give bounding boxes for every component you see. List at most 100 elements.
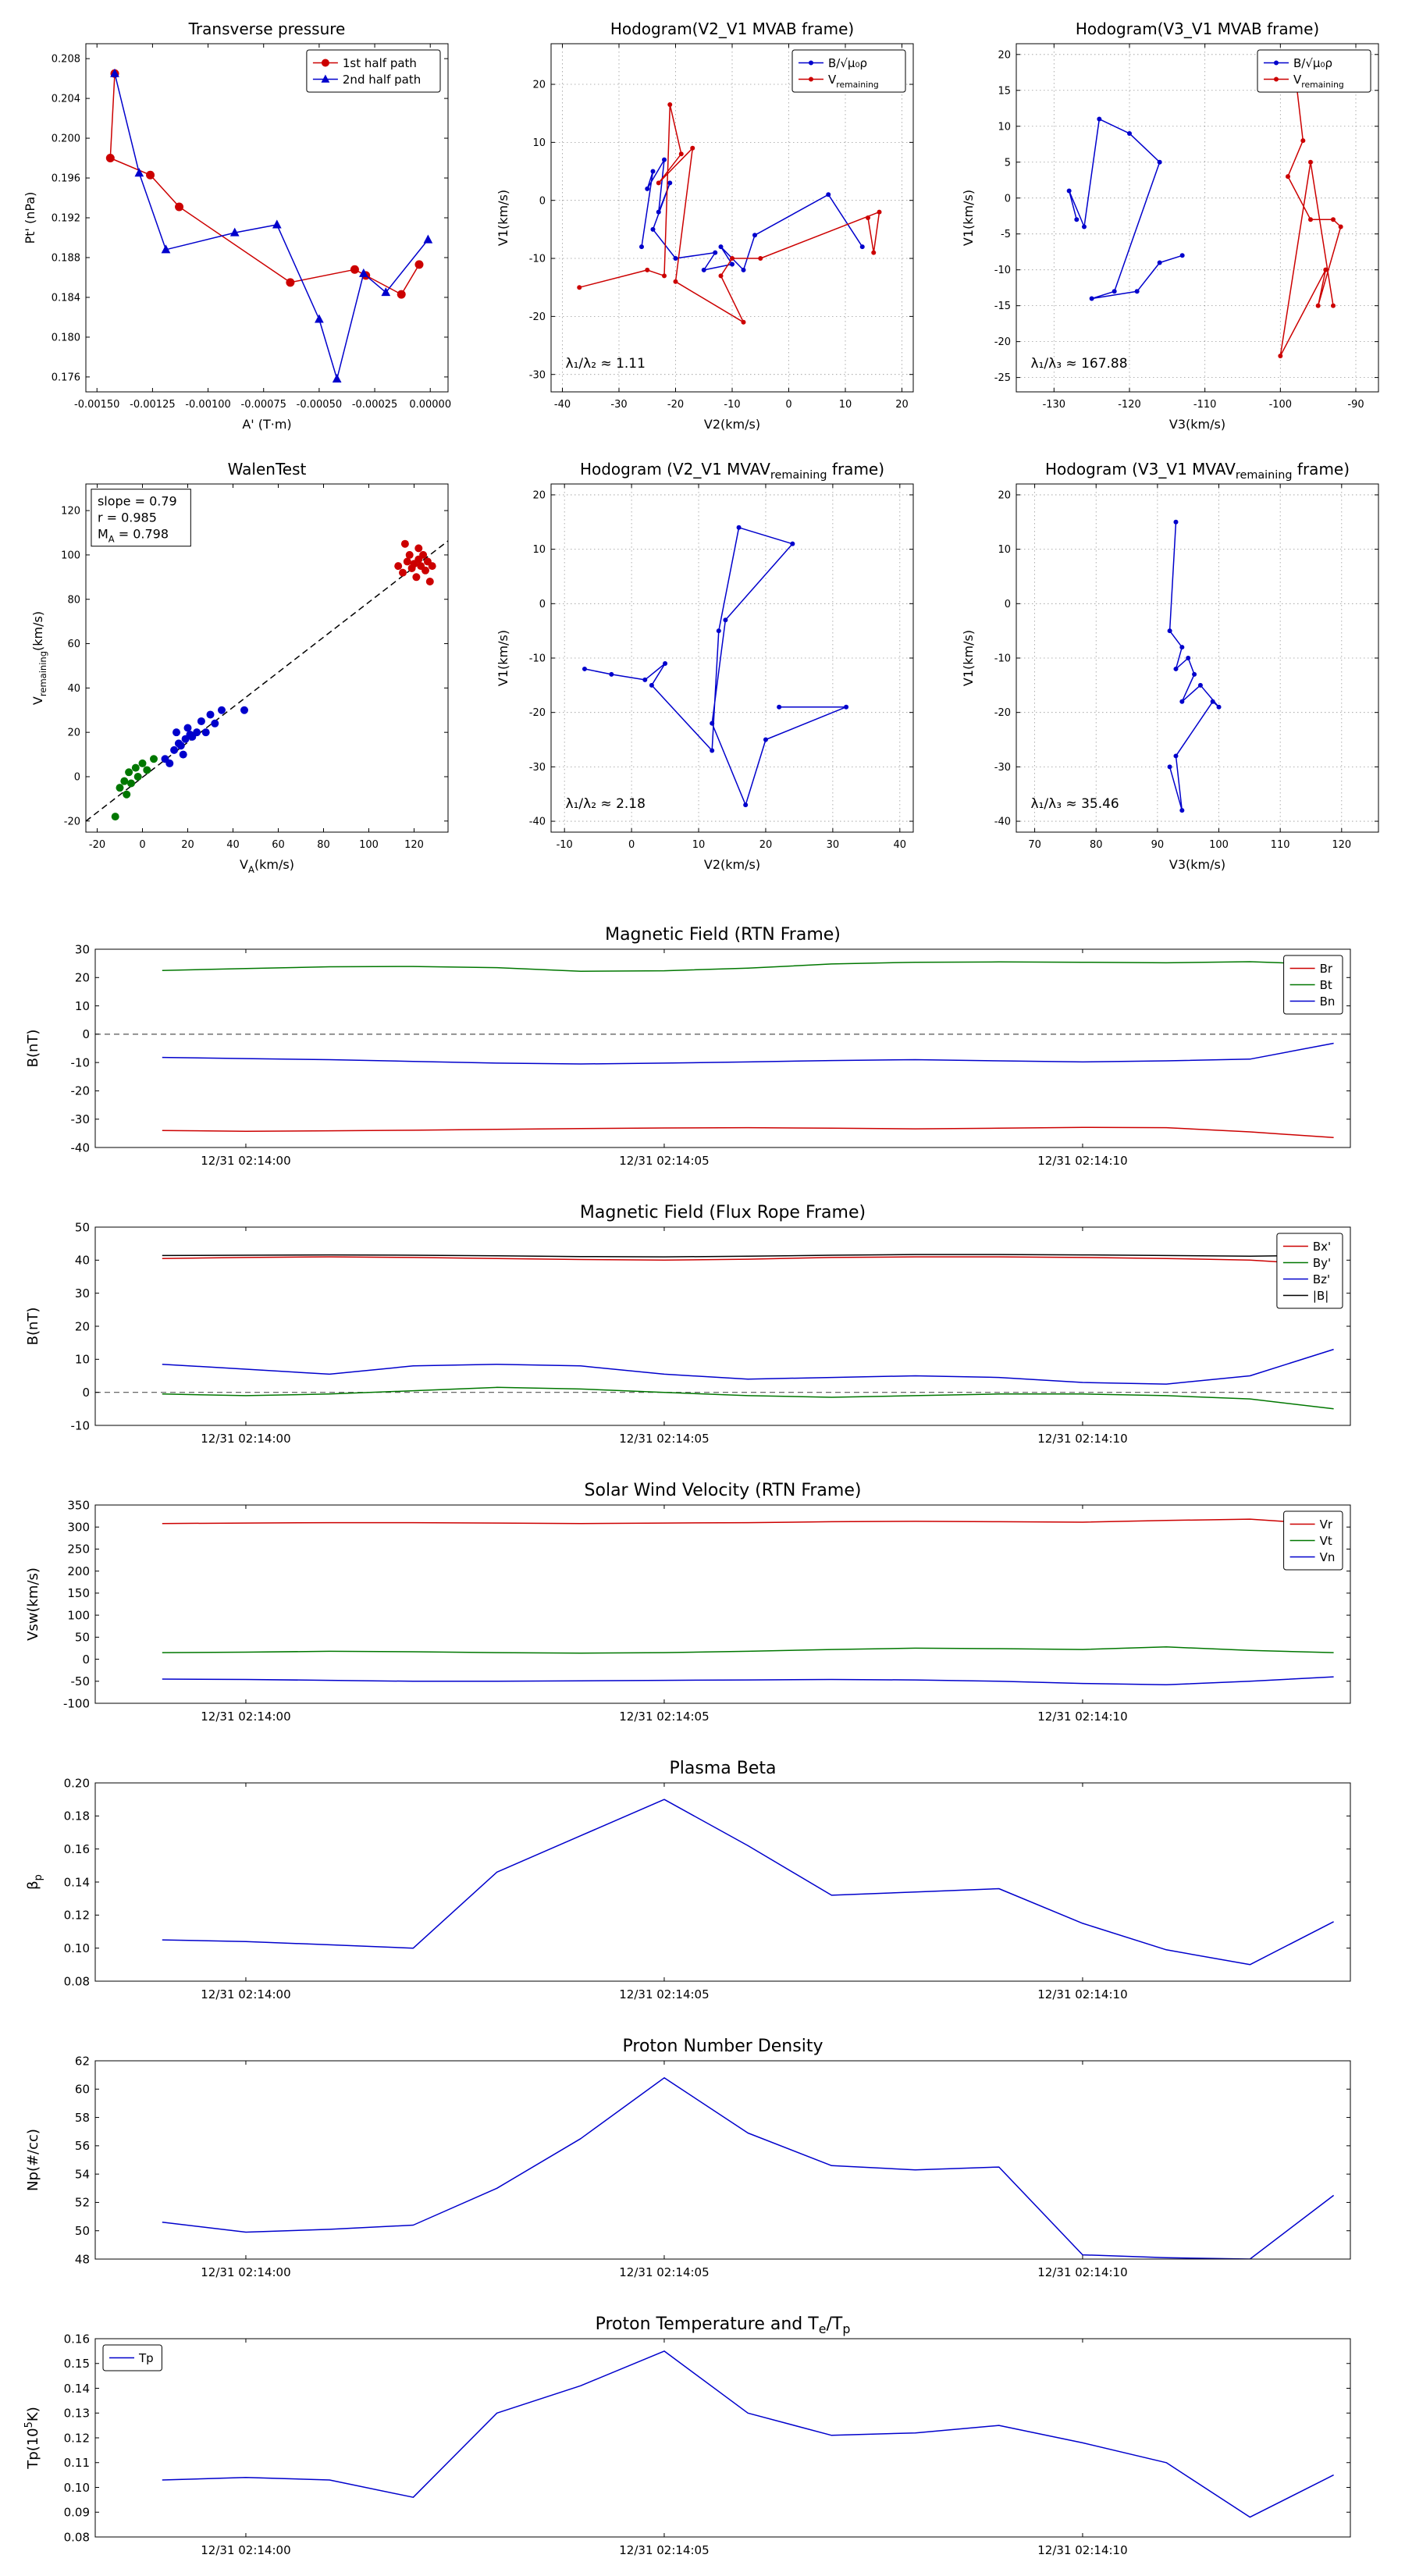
svg-text:120: 120 xyxy=(1332,839,1351,851)
series-Bz- xyxy=(162,1348,1334,1385)
svg-text:-10: -10 xyxy=(529,254,546,265)
legend: 1st half path 2nd half path xyxy=(306,49,441,93)
svg-text:70: 70 xyxy=(1028,839,1041,851)
svg-text:12/31 02:14:00: 12/31 02:14:00 xyxy=(201,2265,290,2279)
svg-text:12/31 02:14:05: 12/31 02:14:05 xyxy=(619,1154,709,1168)
ticks: -10 0 10 20 30 40 -40 -30 -20 -10 0 10 20 xyxy=(529,484,913,851)
x-axis-label: V3(km/s) xyxy=(1169,417,1225,432)
panel-proton-density: 12/31 02:14:00 12/31 02:14:05 12/31 02:14:… xyxy=(11,2026,1394,2297)
chart-title: Plasma Beta xyxy=(670,1759,777,1778)
annotation: λ₁/λ₂ ≈ 2.18 xyxy=(566,796,646,812)
chart-title: Hodogram(V2_V1 MVAB frame) xyxy=(610,20,854,38)
svg-text:0.00000: 0.00000 xyxy=(409,399,451,411)
axes-frame xyxy=(550,43,914,393)
svg-text:20: 20 xyxy=(75,971,90,985)
legend: Bx' By' Bz' |B| xyxy=(1276,1233,1343,1309)
x-axis-label: V2(km/s) xyxy=(704,417,760,432)
series-beta xyxy=(162,1799,1334,1966)
svg-text:0.192: 0.192 xyxy=(52,213,80,225)
svg-text:60: 60 xyxy=(272,839,285,851)
svg-text:40: 40 xyxy=(226,839,240,851)
svg-text:12/31 02:14:05: 12/31 02:14:05 xyxy=(619,2543,709,2557)
chart-svg: -20 0 20 40 60 80 100 120 -20 0 20 40 60 80 100 120 Wale… xyxy=(30,460,449,875)
chart-title: Magnetic Field (Flux Rope Frame) xyxy=(580,1203,866,1222)
panel-magnetic-field-rtn: 12/31 02:14:00 12/31 02:14:05 12/31 02:14:… xyxy=(11,915,1394,1185)
svg-text:-50: -50 xyxy=(71,1674,91,1688)
annotation: λ₁/λ₃ ≈ 35.46 xyxy=(1031,796,1119,812)
svg-text:-10: -10 xyxy=(557,839,573,851)
ticks: 12/31 02:14:00 12/31 02:14:05 12/31 02:14:… xyxy=(71,1220,1350,1446)
legend: Br Bt Bn xyxy=(1283,955,1343,1015)
axes-frame xyxy=(85,43,449,393)
svg-text:-10: -10 xyxy=(529,653,546,665)
chart-svg: 70 80 90 100 110 120 -40 -30 -20 -10 0 10 20 Hodogram… xyxy=(961,460,1379,872)
svg-text:-5: -5 xyxy=(1001,229,1011,240)
svg-text:-40: -40 xyxy=(994,817,1011,828)
chart-title: Solar Wind Velocity (RTN Frame) xyxy=(585,1481,862,1500)
svg-text:r = 0.985: r = 0.985 xyxy=(98,511,157,525)
svg-text:0.12: 0.12 xyxy=(64,2431,90,2445)
chart-title: Transverse pressure xyxy=(188,20,346,38)
svg-text:0.184: 0.184 xyxy=(52,292,80,304)
chart-svg: 12/31 02:14:00 12/31 02:14:05 12/31 02:14:… xyxy=(25,1759,1351,2001)
top-grid: -0.00150 -0.00125 -0.00100 -0.00075 -0.00050… xyxy=(11,6,1394,881)
svg-text:-0.00100: -0.00100 xyxy=(185,399,230,411)
svg-text:0.208: 0.208 xyxy=(52,54,80,66)
legend: Tp xyxy=(102,2344,162,2371)
svg-text:-15: -15 xyxy=(994,301,1011,312)
series-Vt xyxy=(162,1646,1334,1654)
ticks: 70 80 90 100 110 120 -40 -30 -20 -10 0 10 20 xyxy=(994,484,1378,851)
svg-text:0: 0 xyxy=(539,599,546,610)
series-layer xyxy=(162,2077,1335,2259)
axes-frame xyxy=(94,2338,1351,2538)
svg-text:90: 90 xyxy=(1151,839,1165,851)
series-layer xyxy=(162,2350,1334,2518)
chart-title: WalenTest xyxy=(228,460,307,479)
svg-text:150: 150 xyxy=(67,1586,90,1600)
chart-svg: 12/31 02:14:00 12/31 02:14:05 12/31 02:14:… xyxy=(25,2037,1351,2279)
chart-title: Hodogram (V3_V1 MVAVremaining​ frame) xyxy=(1045,460,1350,482)
svg-text:12/31 02:14:05: 12/31 02:14:05 xyxy=(619,1710,709,1724)
svg-text:50: 50 xyxy=(75,1220,90,1234)
annotation: λ₁/λ₂ ≈ 1.11 xyxy=(566,356,646,372)
svg-text:10: 10 xyxy=(998,544,1011,556)
svg-text:Vn: Vn xyxy=(1320,1550,1336,1564)
svg-text:20: 20 xyxy=(181,839,194,851)
svg-text:20: 20 xyxy=(998,489,1011,501)
chart-title: Proton Number Density xyxy=(623,2037,823,2056)
svg-text:5: 5 xyxy=(1005,157,1011,169)
svg-text:0: 0 xyxy=(539,195,546,207)
svg-text:-40: -40 xyxy=(529,817,546,828)
svg-text:0: 0 xyxy=(1005,193,1011,205)
svg-text:0: 0 xyxy=(74,772,80,784)
series-B- xyxy=(1066,116,1185,301)
svg-text:0: 0 xyxy=(1005,599,1011,610)
svg-text:80: 80 xyxy=(317,839,330,851)
svg-text:-30: -30 xyxy=(610,399,627,411)
svg-text:110: 110 xyxy=(1271,839,1290,851)
x-axis-label: V3(km/s) xyxy=(1169,857,1225,872)
chart-title: Proton Temperature and Te​/Tp​ xyxy=(596,2314,851,2336)
svg-text:Br: Br xyxy=(1320,962,1333,976)
y-axis-label: Vsw(km/s) xyxy=(25,1567,41,1641)
svg-text:0.11: 0.11 xyxy=(64,2456,90,2470)
svg-text:-0.00075: -0.00075 xyxy=(241,399,286,411)
svg-text:40: 40 xyxy=(75,1254,90,1268)
y-axis-label: B(nT) xyxy=(25,1308,41,1346)
series-layer xyxy=(582,525,849,808)
svg-text:10: 10 xyxy=(692,839,706,851)
svg-text:0.09: 0.09 xyxy=(64,2506,90,2520)
svg-text:0.196: 0.196 xyxy=(52,173,80,185)
series-low xyxy=(111,755,158,821)
svg-text:12/31 02:14:10: 12/31 02:14:10 xyxy=(1037,1987,1127,2001)
stats-box: slope = 0.79 r = 0.985 MA​ = 0.798 xyxy=(91,489,191,547)
series-B- xyxy=(639,157,865,272)
chart-title: Magnetic Field (RTN Frame) xyxy=(605,925,841,945)
panel-walen-test: -20 0 20 40 60 80 100 120 -20 0 20 40 60 80 100 120 Wale… xyxy=(11,447,464,881)
svg-text:350: 350 xyxy=(67,1498,90,1512)
series-V_-remaining- xyxy=(1278,73,1343,359)
svg-text:12/31 02:14:10: 12/31 02:14:10 xyxy=(1037,1710,1127,1724)
series-layer xyxy=(162,1254,1334,1410)
svg-text:-0.00025: -0.00025 xyxy=(352,399,397,411)
